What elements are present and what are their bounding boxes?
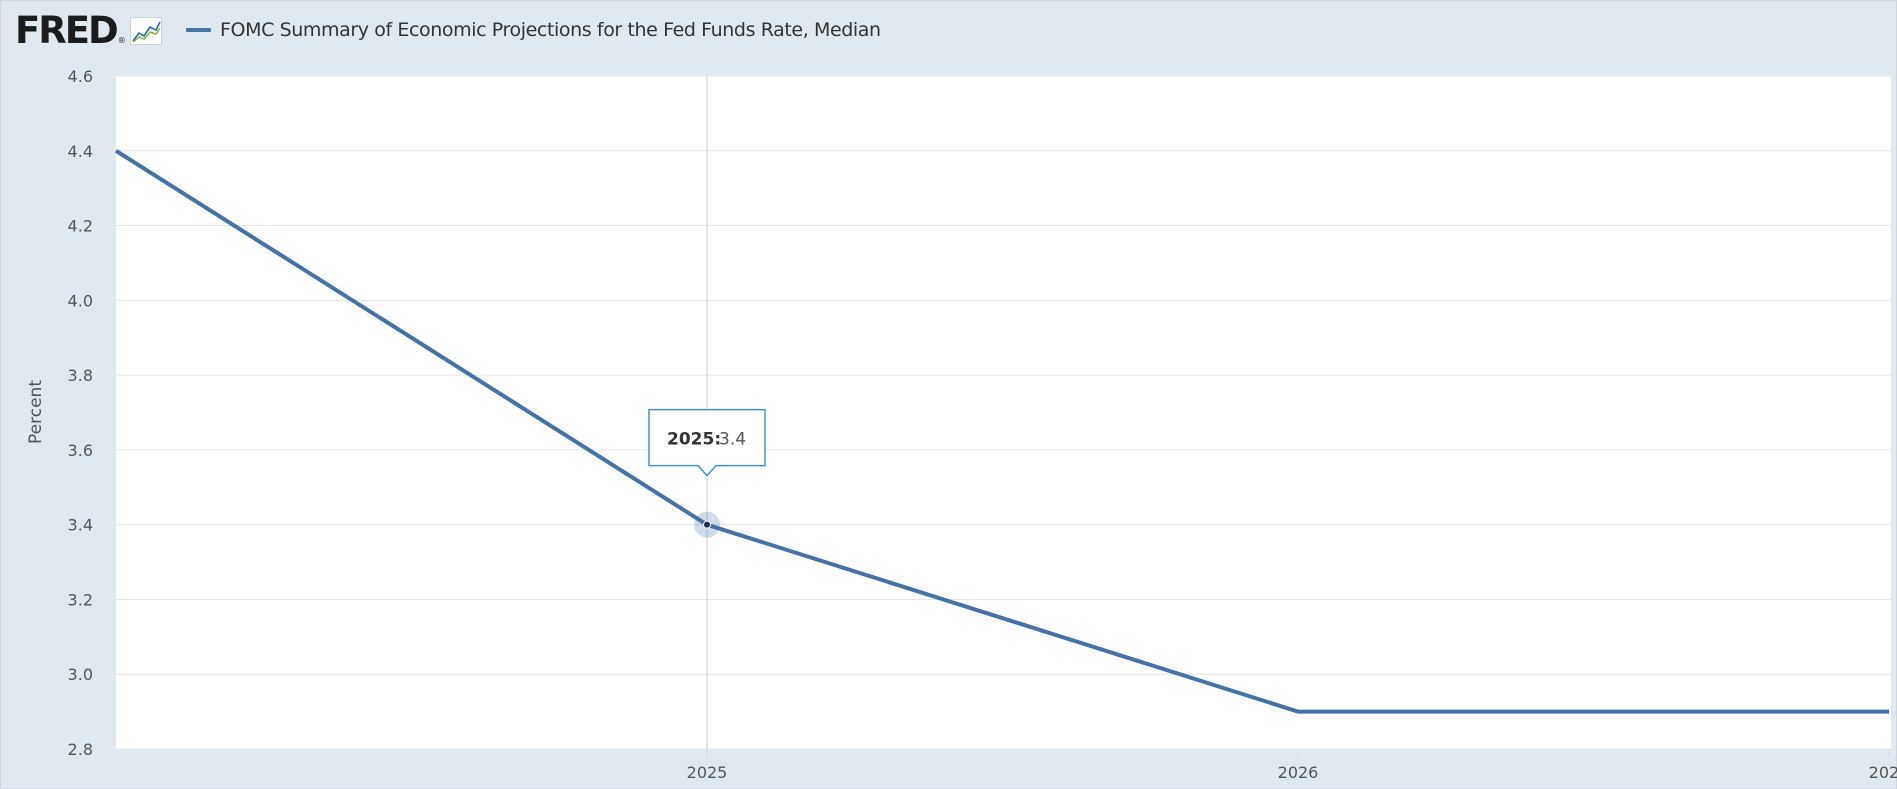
- tooltip-value: 3.4: [719, 430, 746, 450]
- y-tick-label: 4.2: [68, 217, 93, 236]
- y-tick-label: 3.4: [68, 516, 93, 535]
- x-axis-ticks: 2025 2026 2027: [687, 749, 1897, 782]
- series-line[interactable]: [114, 149, 1889, 714]
- x-tick-label: 2027: [1869, 763, 1897, 782]
- y-tick-label: 3.0: [68, 665, 93, 684]
- fred-logo-text: FRED: [15, 9, 119, 52]
- y-tick-label: 4.4: [68, 142, 93, 161]
- x-tick-label: 2026: [1278, 763, 1319, 782]
- fred-logo[interactable]: FRED ®: [15, 11, 162, 51]
- chart-legend[interactable]: FOMC Summary of Economic Projections for…: [186, 19, 881, 41]
- tooltip-key: 2025:: [667, 430, 721, 450]
- fred-graph-icon: [129, 17, 162, 45]
- legend-swatch: [186, 28, 211, 32]
- grid-lines: [116, 75, 1891, 750]
- y-tick-label: 3.6: [68, 441, 93, 460]
- y-tick-label: 4.6: [68, 67, 93, 86]
- y-tick-label: 4.0: [68, 291, 93, 310]
- legend-label: FOMC Summary of Economic Projections for…: [220, 19, 881, 41]
- tooltip-box: [648, 408, 766, 477]
- y-axis-ticks: 2.8 3.0 3.2 3.4 3.6 3.8 4.0 4.2 4.4 4.6: [68, 67, 93, 759]
- y-tick-label: 2.8: [68, 740, 93, 759]
- registered-mark: ®: [117, 35, 126, 45]
- x-tick-label: 2025: [687, 763, 728, 782]
- tooltip: 2025:3.4: [648, 408, 766, 477]
- graph-header: FRED ® FOMC Summary of Economic Projecti…: [1, 1, 1897, 63]
- series-group: [114, 149, 1889, 714]
- y-tick-label: 3.8: [68, 366, 93, 385]
- y-axis-label: Percent: [26, 380, 46, 444]
- y-tick-label: 3.2: [68, 590, 93, 609]
- data-point[interactable]: [703, 520, 711, 529]
- plot-area: [116, 76, 1891, 749]
